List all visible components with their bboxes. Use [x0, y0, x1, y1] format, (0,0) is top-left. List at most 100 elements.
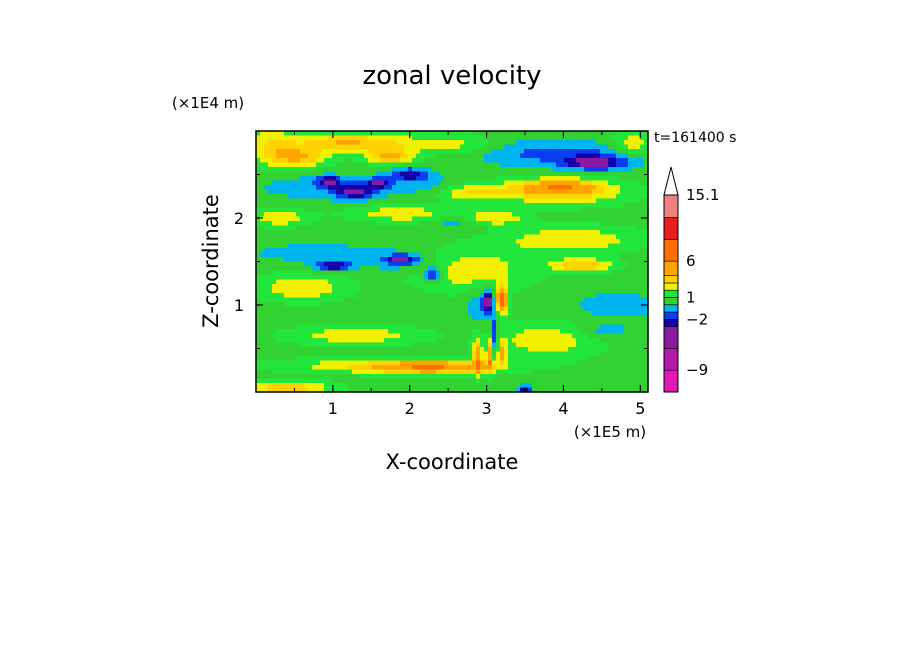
contour-cell: [576, 302, 581, 308]
contour-cell: [640, 230, 645, 236]
contour-cell: [448, 185, 453, 191]
contour-cell: [280, 315, 285, 321]
contour-cell: [348, 131, 353, 137]
contour-cell: [268, 356, 273, 362]
contour-cell: [412, 356, 417, 362]
contour-cell: [396, 252, 401, 258]
contour-cell: [320, 198, 325, 204]
contour-cell: [536, 153, 541, 159]
contour-cell: [412, 131, 417, 137]
contour-cell: [592, 297, 597, 303]
contour-cell: [432, 338, 437, 344]
contour-cell: [268, 297, 273, 303]
contour-cell: [276, 315, 281, 321]
contour-cell: [556, 297, 561, 303]
contour-cell: [420, 176, 425, 182]
contour-cell: [300, 171, 305, 177]
contour-cell: [412, 266, 417, 272]
contour-cell: [544, 234, 549, 240]
contour-cell: [624, 338, 629, 344]
contour-cell: [556, 180, 561, 186]
contour-cell: [556, 167, 561, 173]
contour-cell: [316, 149, 321, 155]
contour-cell: [336, 153, 341, 159]
contour-cell: [276, 252, 281, 258]
contour-cell: [492, 144, 497, 150]
contour-cell: [536, 234, 541, 240]
contour-cell: [404, 297, 409, 303]
contour-cell: [356, 194, 361, 200]
contour-cell: [560, 288, 565, 294]
contour-cell: [508, 302, 513, 308]
contour-cell: [596, 149, 601, 155]
contour-cell: [452, 257, 457, 263]
contour-cell: [348, 216, 353, 222]
contour-cell: [572, 320, 577, 326]
contour-cell: [412, 306, 417, 312]
contour-cell: [464, 306, 469, 312]
contour-cell: [456, 297, 461, 303]
contour-cell: [528, 216, 533, 222]
contour-cell: [336, 270, 341, 276]
contour-cell: [456, 315, 461, 321]
contour-cell: [472, 302, 477, 308]
contour-cell: [260, 297, 265, 303]
contour-cell: [452, 252, 457, 258]
contour-cell: [616, 315, 621, 321]
contour-cell: [448, 171, 453, 177]
contour-cell: [264, 338, 269, 344]
contour-cell: [620, 338, 625, 344]
contour-cell: [256, 329, 261, 335]
contour-cell: [300, 293, 305, 299]
contour-cell: [536, 203, 541, 209]
contour-cell: [352, 338, 357, 344]
contour-cell: [452, 261, 457, 267]
contour-cell: [372, 239, 377, 245]
contour-cell: [512, 248, 517, 254]
contour-cell: [528, 248, 533, 254]
contour-cell: [260, 140, 265, 146]
contour-cell: [476, 212, 481, 218]
contour-cell: [308, 185, 313, 191]
contour-cell: [532, 198, 537, 204]
contour-cell: [472, 351, 477, 357]
contour-cell: [408, 221, 413, 227]
contour-cell: [348, 252, 353, 258]
contour-cell: [548, 207, 553, 213]
contour-cell: [628, 338, 633, 344]
contour-cell: [532, 131, 537, 137]
contour-cell: [264, 333, 269, 339]
contour-cell: [488, 203, 493, 209]
contour-cell: [612, 329, 617, 335]
contour-cell: [284, 176, 289, 182]
contour-cell: [340, 189, 345, 195]
contour-cell: [612, 212, 617, 218]
contour-cell: [320, 275, 325, 281]
contour-cell: [384, 212, 389, 218]
contour-cell: [628, 284, 633, 290]
contour-cell: [488, 356, 493, 362]
contour-cell: [320, 167, 325, 173]
contour-cell: [268, 311, 273, 317]
contour-cell: [384, 302, 389, 308]
contour-cell: [328, 176, 333, 182]
contour-cell: [480, 270, 485, 276]
contour-cell: [560, 198, 565, 204]
contour-cell: [508, 351, 513, 357]
contour-cell: [424, 284, 429, 290]
contour-cell: [500, 135, 505, 141]
contour-cell: [392, 347, 397, 353]
contour-cell: [576, 270, 581, 276]
contour-cell: [608, 284, 613, 290]
contour-cell: [260, 320, 265, 326]
contour-cell: [288, 293, 293, 299]
contour-cell: [496, 320, 501, 326]
contour-cell: [628, 329, 633, 335]
contour-cell: [360, 351, 365, 357]
contour-cell: [352, 297, 357, 303]
contour-cell: [472, 284, 477, 290]
contour-cell: [596, 270, 601, 276]
contour-cell: [528, 221, 533, 227]
contour-cell: [296, 311, 301, 317]
contour-cell: [376, 243, 381, 249]
